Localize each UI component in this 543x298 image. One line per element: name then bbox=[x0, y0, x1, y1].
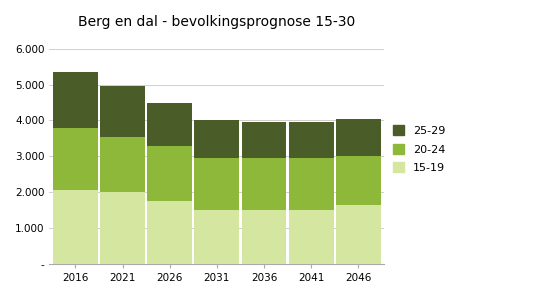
Bar bbox=[242, 158, 287, 210]
Bar bbox=[289, 158, 334, 210]
Bar bbox=[194, 120, 239, 158]
Bar bbox=[242, 122, 287, 158]
Bar bbox=[336, 205, 381, 264]
Bar bbox=[100, 136, 145, 192]
Bar bbox=[336, 156, 381, 205]
Bar bbox=[100, 86, 145, 136]
Bar bbox=[242, 210, 287, 264]
Bar bbox=[53, 190, 98, 264]
Bar bbox=[147, 201, 192, 264]
Bar bbox=[289, 210, 334, 264]
Legend: 25-29, 20-24, 15-19: 25-29, 20-24, 15-19 bbox=[393, 125, 446, 173]
Title: Berg en dal - bevolkingsprognose 15-30: Berg en dal - bevolkingsprognose 15-30 bbox=[78, 15, 356, 29]
Bar bbox=[53, 72, 98, 128]
Bar bbox=[147, 145, 192, 201]
Bar bbox=[336, 119, 381, 156]
Bar bbox=[147, 103, 192, 145]
Bar bbox=[194, 158, 239, 210]
Bar bbox=[194, 210, 239, 264]
Bar bbox=[53, 128, 98, 190]
Bar bbox=[100, 192, 145, 264]
Bar bbox=[289, 122, 334, 158]
